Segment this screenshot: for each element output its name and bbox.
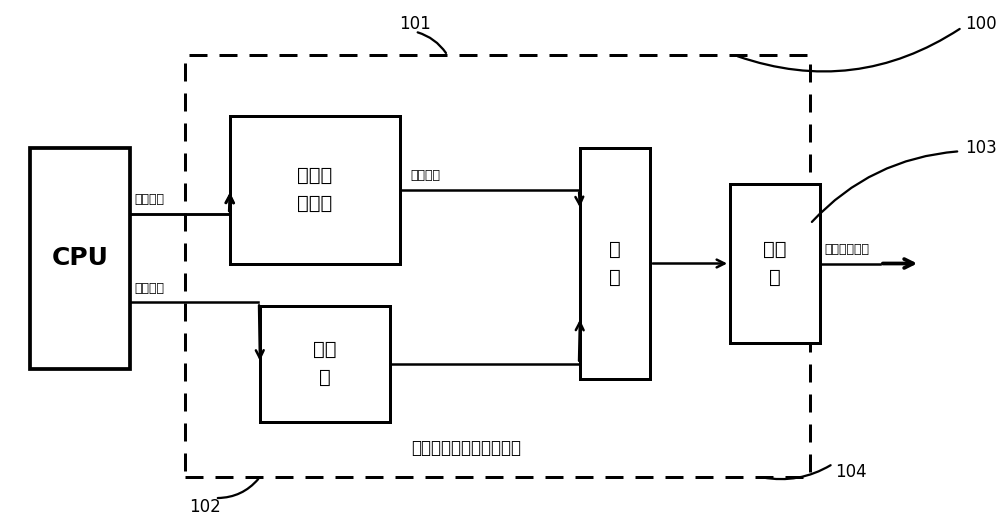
Text: 使能信号: 使能信号 [134, 281, 164, 295]
Bar [260, 306, 390, 422]
Text: 看门狗
定时器: 看门狗 定时器 [297, 166, 333, 213]
Bar [30, 148, 130, 369]
Bar [580, 148, 650, 379]
Text: 溢出信号: 溢出信号 [410, 169, 440, 182]
Text: 101: 101 [399, 15, 431, 33]
Text: 与
门: 与 门 [609, 240, 621, 287]
Bar [230, 116, 400, 264]
Text: 检测使能信号: 检测使能信号 [824, 242, 869, 256]
Text: 100: 100 [965, 15, 997, 33]
Text: 102: 102 [189, 498, 221, 516]
Text: 喂狗信号: 喂狗信号 [134, 193, 164, 206]
Text: 反相
器: 反相 器 [763, 240, 787, 287]
Bar [185, 55, 810, 477]
Bar [730, 184, 820, 343]
Text: 103: 103 [965, 139, 997, 157]
Text: CPU: CPU [52, 246, 108, 270]
Text: 104: 104 [835, 463, 867, 481]
Text: 长发光硬件检测使能电路: 长发光硬件检测使能电路 [411, 439, 521, 457]
Text: 反相
器: 反相 器 [313, 340, 337, 387]
